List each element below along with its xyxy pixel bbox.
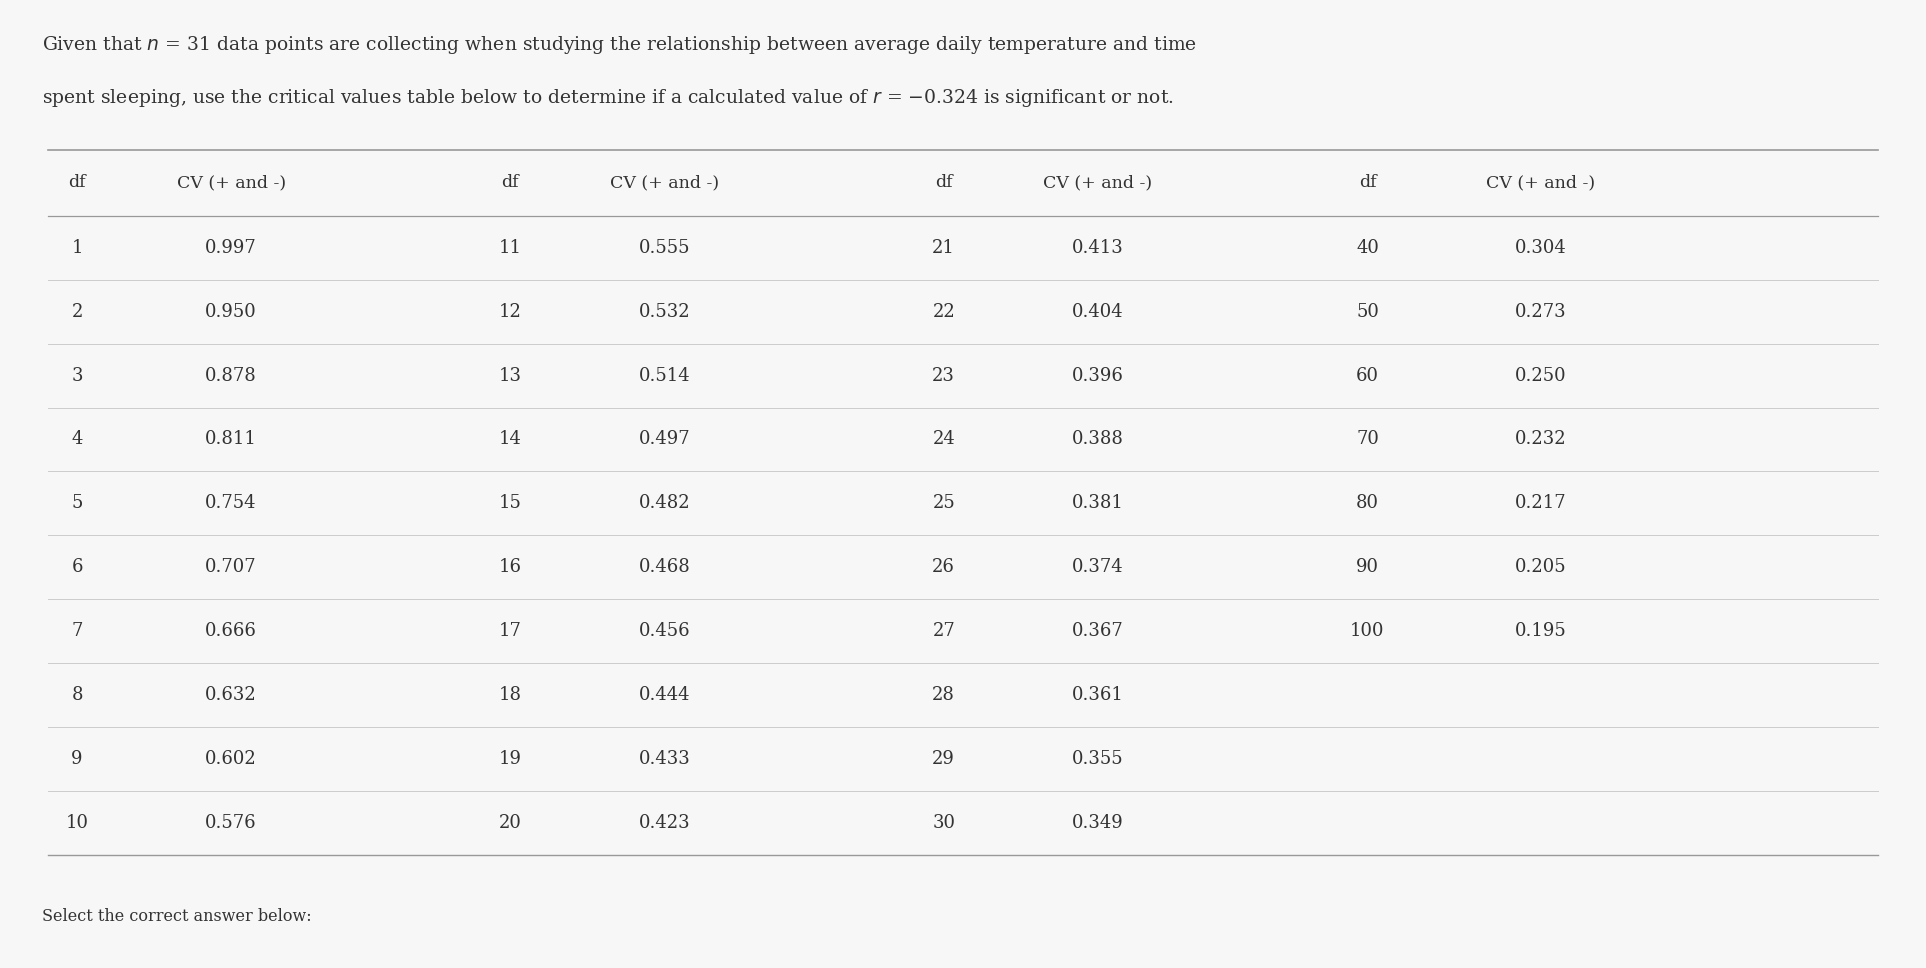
Text: 4: 4: [71, 431, 83, 448]
Text: 0.355: 0.355: [1073, 750, 1123, 768]
Text: 0.997: 0.997: [206, 239, 256, 257]
Text: 1: 1: [71, 239, 83, 257]
Text: 0.444: 0.444: [639, 686, 690, 704]
Text: CV (+ and -): CV (+ and -): [611, 174, 718, 192]
Text: 50: 50: [1356, 303, 1379, 320]
Text: df: df: [934, 174, 953, 192]
Text: 8: 8: [71, 686, 83, 704]
Text: 0.497: 0.497: [639, 431, 690, 448]
Text: 29: 29: [932, 750, 955, 768]
Text: 0.367: 0.367: [1073, 622, 1123, 640]
Text: 21: 21: [932, 239, 955, 257]
Text: 13: 13: [499, 367, 522, 384]
Text: 12: 12: [499, 303, 522, 320]
Text: 0.514: 0.514: [639, 367, 690, 384]
Text: 0.404: 0.404: [1073, 303, 1123, 320]
Text: 0.433: 0.433: [639, 750, 690, 768]
Text: 0.878: 0.878: [206, 367, 256, 384]
Text: 0.195: 0.195: [1516, 622, 1566, 640]
Text: 28: 28: [932, 686, 955, 704]
Text: CV (+ and -): CV (+ and -): [1044, 174, 1152, 192]
Text: 23: 23: [932, 367, 955, 384]
Text: 0.423: 0.423: [639, 814, 690, 832]
Text: 90: 90: [1356, 559, 1379, 576]
Text: 7: 7: [71, 622, 83, 640]
Text: 3: 3: [71, 367, 83, 384]
Text: 20: 20: [499, 814, 522, 832]
Text: Select the correct answer below:: Select the correct answer below:: [42, 908, 312, 925]
Text: 16: 16: [499, 559, 522, 576]
Text: 0.273: 0.273: [1516, 303, 1566, 320]
Text: 0.349: 0.349: [1073, 814, 1123, 832]
Text: 9: 9: [71, 750, 83, 768]
Text: 0.205: 0.205: [1516, 559, 1566, 576]
Text: 0.602: 0.602: [206, 750, 256, 768]
Text: 0.456: 0.456: [639, 622, 690, 640]
Text: 0.576: 0.576: [206, 814, 256, 832]
Text: 10: 10: [65, 814, 89, 832]
Text: 5: 5: [71, 495, 83, 512]
Text: 0.374: 0.374: [1073, 559, 1123, 576]
Text: 0.232: 0.232: [1516, 431, 1566, 448]
Text: 27: 27: [932, 622, 955, 640]
Text: CV (+ and -): CV (+ and -): [177, 174, 285, 192]
Text: 22: 22: [932, 303, 955, 320]
Text: 70: 70: [1356, 431, 1379, 448]
Text: 0.468: 0.468: [639, 559, 690, 576]
Text: 40: 40: [1356, 239, 1379, 257]
Text: 25: 25: [932, 495, 955, 512]
Text: 0.666: 0.666: [206, 622, 256, 640]
Text: 100: 100: [1350, 622, 1385, 640]
Text: 30: 30: [932, 814, 955, 832]
Text: 0.482: 0.482: [639, 495, 690, 512]
Text: df: df: [1358, 174, 1377, 192]
Text: 18: 18: [499, 686, 522, 704]
Text: 26: 26: [932, 559, 955, 576]
Text: 0.381: 0.381: [1073, 495, 1123, 512]
Text: 6: 6: [71, 559, 83, 576]
Text: 0.413: 0.413: [1073, 239, 1123, 257]
Text: 24: 24: [932, 431, 955, 448]
Text: 0.396: 0.396: [1073, 367, 1123, 384]
Text: 0.388: 0.388: [1073, 431, 1123, 448]
Text: 0.555: 0.555: [639, 239, 690, 257]
Text: 0.707: 0.707: [206, 559, 256, 576]
Text: 0.811: 0.811: [206, 431, 256, 448]
Text: CV (+ and -): CV (+ and -): [1487, 174, 1595, 192]
Text: 14: 14: [499, 431, 522, 448]
Text: 19: 19: [499, 750, 522, 768]
Text: 0.250: 0.250: [1516, 367, 1566, 384]
Text: Given that $n$ = 31 data points are collecting when studying the relationship be: Given that $n$ = 31 data points are coll…: [42, 34, 1198, 56]
Text: df: df: [501, 174, 520, 192]
Text: 15: 15: [499, 495, 522, 512]
Text: 0.532: 0.532: [639, 303, 690, 320]
Text: 0.304: 0.304: [1516, 239, 1566, 257]
Text: 11: 11: [499, 239, 522, 257]
Text: 0.950: 0.950: [206, 303, 256, 320]
Text: 0.632: 0.632: [206, 686, 256, 704]
Text: spent sleeping, use the critical values table below to determine if a calculated: spent sleeping, use the critical values …: [42, 87, 1175, 109]
Text: 17: 17: [499, 622, 522, 640]
Text: 0.754: 0.754: [206, 495, 256, 512]
Text: 0.217: 0.217: [1516, 495, 1566, 512]
Text: 2: 2: [71, 303, 83, 320]
Text: 0.361: 0.361: [1073, 686, 1123, 704]
Text: 80: 80: [1356, 495, 1379, 512]
Text: df: df: [67, 174, 87, 192]
Text: 60: 60: [1356, 367, 1379, 384]
